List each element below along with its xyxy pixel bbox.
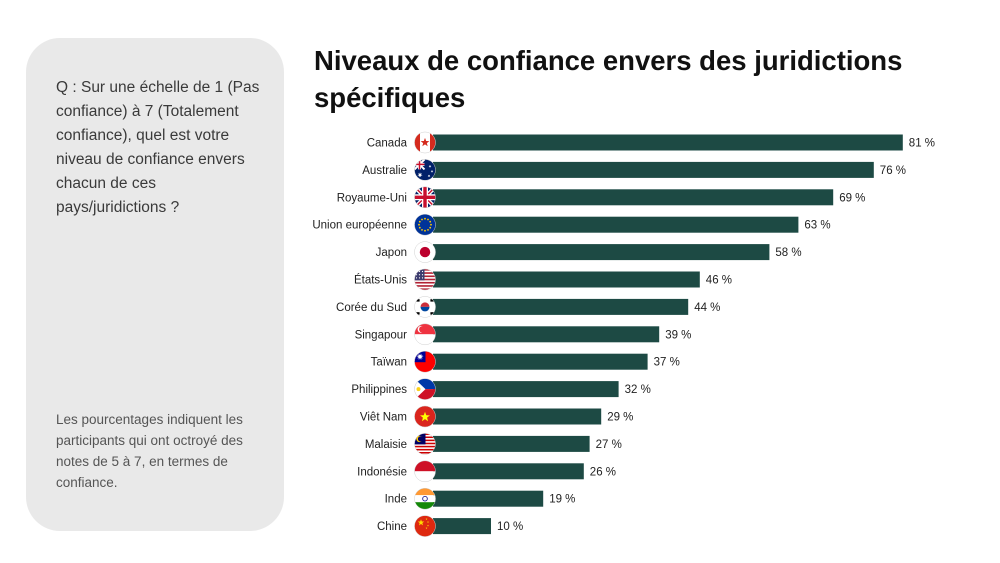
country-label: Corée du Sud xyxy=(336,302,407,314)
vietnam-flag-icon xyxy=(414,406,436,427)
bar xyxy=(433,189,834,206)
value-label: 46 % xyxy=(706,275,732,287)
country-label: Malaisie xyxy=(365,439,407,451)
canada-flag-icon xyxy=(414,132,436,153)
bar xyxy=(433,408,602,425)
value-label: 32 % xyxy=(625,384,651,396)
bar xyxy=(433,326,660,343)
uk-flag-icon xyxy=(414,186,436,208)
value-label: 10 % xyxy=(497,521,523,533)
eu-flag-icon xyxy=(414,214,436,236)
bar xyxy=(433,381,619,398)
value-label: 58 % xyxy=(775,247,801,259)
chart-title: Niveaux de confiance envers des juridict… xyxy=(314,45,903,113)
taiwan-flag-icon xyxy=(414,351,436,373)
value-label: 76 % xyxy=(880,165,906,177)
bar xyxy=(433,518,491,535)
value-label: 19 % xyxy=(549,494,575,506)
country-label: Royaume-Uni xyxy=(337,192,407,204)
indonesia-flag-icon xyxy=(414,460,436,482)
india-flag-icon xyxy=(414,488,436,510)
country-label: États-Unis xyxy=(354,274,407,287)
bar xyxy=(433,161,874,178)
value-label: 29 % xyxy=(607,412,633,424)
country-label: Singapour xyxy=(355,329,408,341)
value-label: 26 % xyxy=(590,466,616,478)
south-korea-flag-icon xyxy=(414,296,436,318)
philippines-flag-icon xyxy=(414,378,436,400)
bar xyxy=(433,271,700,288)
value-label: 27 % xyxy=(596,439,622,451)
bar xyxy=(433,490,544,507)
usa-flag-icon xyxy=(414,269,436,290)
country-label: Union européenne xyxy=(312,220,407,232)
value-label: 63 % xyxy=(804,220,830,232)
country-label: Japon xyxy=(376,247,407,259)
bar xyxy=(433,216,799,233)
country-label: Philippines xyxy=(351,384,407,396)
malaysia-flag-icon xyxy=(414,433,436,455)
country-label: Viêt Nam xyxy=(360,412,407,424)
value-label: 37 % xyxy=(654,357,680,369)
bar xyxy=(433,134,903,151)
country-label: Canada xyxy=(367,138,408,150)
survey-question: Q : Sur une échelle de 1 (Pas confiance)… xyxy=(56,79,260,216)
value-label: 44 % xyxy=(694,302,720,314)
country-label: Inde xyxy=(385,494,407,506)
percentage-note: Les pourcentages indiquent les participa… xyxy=(56,412,243,490)
country-label: Indonésie xyxy=(357,466,407,478)
china-flag-icon xyxy=(414,515,436,537)
bar xyxy=(433,435,590,452)
japan-flag-icon xyxy=(414,241,436,263)
country-label: Taïwan xyxy=(371,357,407,369)
question-panel: Q : Sur une échelle de 1 (Pas confiance)… xyxy=(26,38,284,531)
bar xyxy=(433,298,689,315)
bar xyxy=(433,463,584,480)
value-label: 39 % xyxy=(665,329,691,341)
bar xyxy=(433,353,648,370)
singapore-flag-icon xyxy=(414,323,436,345)
country-label: Chine xyxy=(377,521,407,533)
value-label: 69 % xyxy=(839,192,865,204)
bar xyxy=(433,244,770,261)
value-label: 81 % xyxy=(909,138,935,150)
country-label: Australie xyxy=(362,165,407,177)
